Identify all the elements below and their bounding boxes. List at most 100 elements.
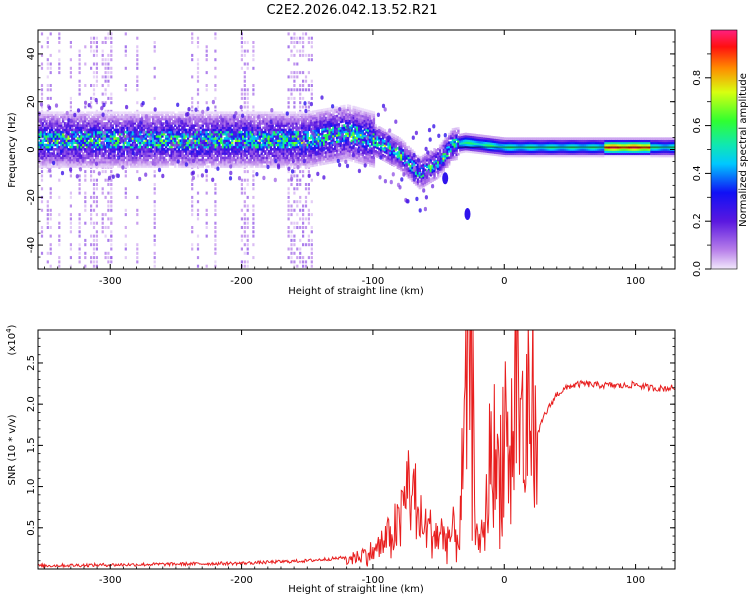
spectrogram-ridge-cell	[321, 128, 324, 131]
spectrogram-noise-cell	[205, 84, 208, 87]
spectrogram-ridge-cell	[196, 122, 199, 125]
spectrogram-ridge-cell	[319, 137, 322, 140]
spectrogram-ridge-cell	[332, 156, 335, 159]
spectrogram-ridge-cell	[179, 150, 182, 153]
spectrogram-ridge-cell	[85, 165, 89, 168]
spectrogram-ridge-cell	[56, 120, 59, 123]
spectrogram-ridge-cell	[135, 137, 138, 140]
spectrogram-ridge-cell	[295, 122, 298, 125]
spectrogram-ridge-cell	[321, 126, 324, 129]
spectrogram-ridge-cell	[194, 139, 197, 142]
spectrogram-ridge-cell	[71, 152, 74, 155]
spectrogram-ridge-cell	[58, 158, 61, 162]
spectrogram-ridge-cell	[76, 111, 79, 114]
spectrogram-ridge-cell	[249, 130, 252, 134]
spectrogram-ridge-cell	[258, 158, 262, 162]
spectrogram-ridge-cell	[293, 150, 296, 153]
spectrogram-ridge-cell	[67, 148, 70, 151]
spectrogram-ridge-cell	[256, 126, 260, 130]
spectrogram-ridge-cell	[242, 160, 245, 164]
spectrogram-noise-cell	[136, 75, 139, 79]
spectrogram-ridge-cell	[78, 128, 81, 132]
spectrogram-ridge-cell	[280, 117, 284, 121]
spectrogram-ridge-cell	[308, 117, 311, 121]
spectrogram-ridge-cell	[280, 130, 284, 134]
spectrogram-ridge-cell	[203, 141, 206, 145]
spectrogram-ridge-cell	[214, 117, 217, 121]
spectrogram-ridge-cell	[61, 139, 65, 142]
spectrogram-noise-cell	[110, 49, 113, 53]
spectrogram-noise-cell	[58, 62, 61, 66]
spectrogram-ridge-cell	[56, 111, 59, 114]
spectrogram-ridge-cell	[89, 154, 92, 157]
spectrogram-noise-cell	[90, 96, 93, 100]
spectrogram-ridge-cell	[144, 141, 147, 145]
spectrogram-ridge-cell	[289, 111, 293, 114]
spectrogram-noise-cell	[205, 191, 208, 195]
spectrogram-ridge-cell	[144, 130, 147, 134]
spectrogram-ridge-cell	[251, 150, 254, 153]
spectrogram-noise-cell	[214, 135, 217, 139]
spectrogram-ridge-cell	[210, 143, 214, 147]
spectrogram-ridge-cell	[236, 139, 239, 142]
spectrogram-noise-cell	[104, 75, 107, 79]
spectrogram-ridge-cell	[69, 165, 72, 168]
spectrogram-ridge-cell	[245, 154, 249, 157]
spectrogram-ridge-cell	[71, 132, 74, 136]
spectrogram-ridge-cell	[225, 135, 228, 138]
spectrogram-noise-cell	[243, 88, 246, 92]
spectrogram-ridge-cell	[231, 158, 234, 162]
spectrogram-ridge-cell	[286, 143, 289, 147]
spectrogram-ridge-cell	[315, 146, 319, 149]
spectrogram-ridge-cell	[174, 163, 177, 166]
spectrogram-ridge-cell	[242, 117, 245, 121]
spectrogram-ridge-cell	[150, 139, 153, 142]
spectrogram-ridge-cell	[210, 137, 214, 140]
spectrogram-ridge-cell	[192, 117, 195, 121]
spectrogram-ridge-cell	[277, 117, 280, 121]
spectrogram-ridge-cell	[232, 130, 236, 134]
spectrogram-ridge-cell	[183, 165, 186, 168]
spectrogram-noise-cell	[58, 178, 61, 182]
spectrogram-noise-cell	[307, 170, 310, 174]
spectrogram-ridge-cell	[78, 124, 81, 127]
spectrogram-noise-cell	[110, 247, 113, 251]
spectrogram-ridge-cell	[111, 124, 114, 127]
spectrogram-ridge-cell	[104, 163, 107, 166]
spectrogram-ridge-cell	[129, 117, 133, 121]
spectrogram-ridge-cell	[152, 165, 155, 168]
spectrogram-noise-cell	[214, 238, 217, 242]
spectrogram-ridge-cell	[234, 165, 238, 168]
spectrogram-ridge-cell	[264, 158, 267, 162]
spectrogram-ridge-cell	[284, 158, 287, 162]
spectrogram-ridge-cell	[207, 132, 210, 136]
spectrogram-ridge-cell	[41, 143, 45, 147]
spectrogram-noise-cell	[107, 62, 110, 66]
spectrogram-ridge-cell	[266, 132, 269, 136]
spectrogram-ridge-cell	[214, 152, 217, 155]
spectrogram-ridge-cell	[168, 141, 171, 145]
spectrogram-ridge-cell	[106, 143, 109, 147]
spectrogram-ridge-cell	[179, 115, 182, 119]
spectrogram-ridge-cell	[216, 156, 219, 160]
spectrogram-ridge-cell	[146, 163, 149, 166]
spectrogram-ridge-cell	[232, 135, 236, 138]
spectrogram-ridge-cell	[137, 137, 140, 140]
spectrogram-ridge-cell	[289, 122, 293, 125]
spectrogram-ridge-cell	[291, 115, 295, 119]
spectrogram-ridge-cell	[128, 115, 131, 119]
spectrogram-ridge-cell	[343, 115, 346, 119]
spectrogram-ridge-cell	[227, 158, 230, 162]
spectrogram-ridge-cell	[273, 122, 276, 125]
spectrogram-ridge-cell	[258, 148, 262, 151]
spectrogram-ridge-cell	[231, 141, 234, 145]
spectrogram-noise-cell	[90, 221, 93, 225]
spectrogram-noise-cell	[78, 251, 81, 255]
spectrogram-ridge-cell	[137, 132, 140, 136]
spectrogram-ridge-cell	[84, 117, 87, 121]
spectrogram-ridge-cell	[71, 137, 74, 140]
spectrogram-ridge-cell	[76, 160, 79, 164]
spectrogram-ridge-cell	[262, 165, 265, 168]
spectrogram-noise-cell	[296, 247, 299, 251]
spectrogram-noise-cell	[153, 213, 156, 217]
